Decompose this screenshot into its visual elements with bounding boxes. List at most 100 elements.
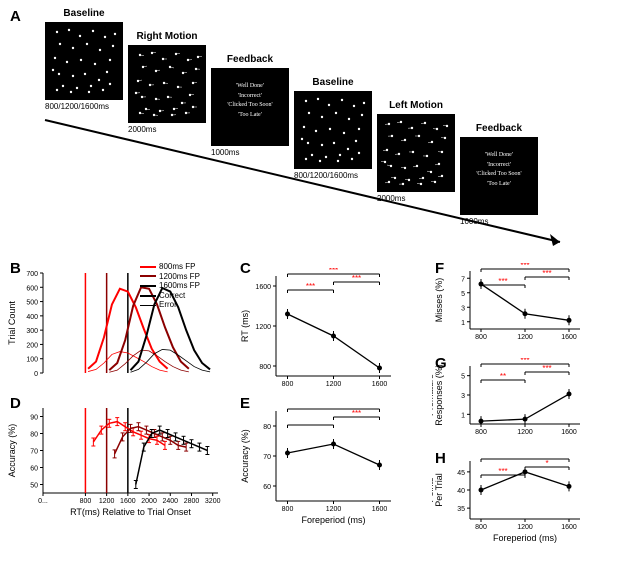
stim-box: 'Well Done''Incorrect''Clicked Too Soon'… <box>460 137 538 215</box>
svg-text:***: *** <box>542 364 551 373</box>
svg-text:1: 1 <box>461 320 465 327</box>
stim-caption: 1000ms <box>460 217 560 226</box>
svg-text:***: *** <box>498 467 507 476</box>
panel-b-legend: 800ms FP1200ms FP1600ms FPCorrectError <box>140 262 200 310</box>
svg-text:1: 1 <box>461 412 465 419</box>
svg-text:700: 700 <box>26 271 38 278</box>
svg-text:1200: 1200 <box>517 524 533 531</box>
svg-text:40: 40 <box>457 488 465 495</box>
svg-text:5: 5 <box>461 291 465 298</box>
svg-text:***: *** <box>329 268 338 275</box>
svg-text:***: *** <box>520 358 529 365</box>
svg-text:1200: 1200 <box>255 324 271 331</box>
stimulus-dots <box>45 22 123 100</box>
svg-text:800: 800 <box>282 506 294 513</box>
svg-text:80: 80 <box>263 424 271 431</box>
svg-text:***: *** <box>542 269 551 278</box>
svg-text:500: 500 <box>26 300 38 307</box>
panel-h-chart: 35404580012001600PointsPer TrialForeperi… <box>432 453 592 551</box>
svg-text:800: 800 <box>475 524 487 531</box>
svg-text:2000: 2000 <box>141 498 157 505</box>
stim-title: Feedback <box>459 123 539 134</box>
stim-title: Left Motion <box>376 100 456 111</box>
svg-text:80: 80 <box>30 432 38 439</box>
svg-text:1600: 1600 <box>561 524 577 531</box>
svg-text:1600: 1600 <box>561 334 577 341</box>
legend-item: Correct <box>140 291 200 301</box>
svg-text:3: 3 <box>461 393 465 400</box>
svg-text:1600: 1600 <box>372 506 388 513</box>
svg-text:800: 800 <box>259 364 271 371</box>
svg-text:Responses (%): Responses (%) <box>434 364 444 426</box>
panel-e-chart: 60708080012001600Accuracy (%)Foreperiod … <box>238 403 403 533</box>
svg-text:Foreperiod (ms): Foreperiod (ms) <box>493 533 557 543</box>
svg-text:1200: 1200 <box>517 429 533 436</box>
svg-text:800: 800 <box>80 498 92 505</box>
stim-title: Baseline <box>44 8 124 19</box>
svg-text:70: 70 <box>263 454 271 461</box>
svg-text:Trial Count: Trial Count <box>7 301 17 345</box>
stim-title: Baseline <box>293 77 373 88</box>
legend-item: Error <box>140 300 200 310</box>
panel-d-chart: 50607080900...80012001600200024002800320… <box>5 400 230 525</box>
svg-text:**: ** <box>500 372 506 381</box>
svg-text:RT (ms): RT (ms) <box>240 310 250 342</box>
svg-text:1200: 1200 <box>517 334 533 341</box>
svg-text:50: 50 <box>30 483 38 490</box>
panel-a-label: A <box>10 8 21 25</box>
svg-text:***: *** <box>498 277 507 286</box>
svg-text:Accuracy (%): Accuracy (%) <box>240 429 250 483</box>
svg-text:400: 400 <box>26 314 38 321</box>
stim-box <box>377 114 455 192</box>
svg-text:1600: 1600 <box>120 498 136 505</box>
svg-text:70: 70 <box>30 449 38 456</box>
legend-item: 1600ms FP <box>140 281 200 291</box>
svg-text:***: *** <box>520 263 529 270</box>
svg-text:1200: 1200 <box>99 498 115 505</box>
stim-title: Right Motion <box>127 31 207 42</box>
svg-text:800: 800 <box>475 429 487 436</box>
legend-item: 1200ms FP <box>140 272 200 282</box>
svg-text:7: 7 <box>461 276 465 283</box>
feedback-text: 'Well Done''Incorrect''Clicked Too Soon'… <box>211 68 289 120</box>
panel-c-chart: 8001200160080012001600RT (ms)********* <box>238 268 403 408</box>
svg-text:300: 300 <box>26 328 38 335</box>
stim-box <box>128 45 206 123</box>
panel-g-chart: 13580012001600PrematureResponses (%)****… <box>432 358 592 456</box>
svg-text:200: 200 <box>26 342 38 349</box>
stimulus-dots <box>377 114 455 192</box>
panel-f-chart: 1 3 5 7 800 1200 1600 Misses (%) *** *** *** <box>432 263 592 361</box>
svg-text:1600: 1600 <box>372 381 388 388</box>
stimulus-dots <box>128 45 206 123</box>
svg-text:3200: 3200 <box>205 498 221 505</box>
svg-text:100: 100 <box>26 357 38 364</box>
svg-text:Accuracy (%): Accuracy (%) <box>7 424 17 478</box>
svg-text:3: 3 <box>461 305 465 312</box>
svg-text:1600: 1600 <box>561 429 577 436</box>
legend-item: 800ms FP <box>140 262 200 272</box>
svg-text:800: 800 <box>475 334 487 341</box>
svg-text:60: 60 <box>30 466 38 473</box>
svg-text:Per Trial: Per Trial <box>434 473 444 507</box>
svg-text:35: 35 <box>457 506 465 513</box>
svg-text:Misses (%): Misses (%) <box>434 278 444 323</box>
svg-text:2400: 2400 <box>162 498 178 505</box>
svg-text:***: *** <box>352 409 361 418</box>
svg-text:90: 90 <box>30 415 38 422</box>
stim-box <box>294 91 372 169</box>
svg-text:800: 800 <box>282 381 294 388</box>
svg-text:1200: 1200 <box>326 506 342 513</box>
svg-text:600: 600 <box>26 285 38 292</box>
stim-box: 'Well Done''Incorrect''Clicked Too Soon'… <box>211 68 289 146</box>
svg-text:*: * <box>545 459 548 468</box>
stim-box <box>45 22 123 100</box>
stim-title: Feedback <box>210 54 290 65</box>
svg-text:2800: 2800 <box>184 498 200 505</box>
svg-text:5: 5 <box>461 374 465 381</box>
svg-text:Foreperiod (ms): Foreperiod (ms) <box>301 515 365 525</box>
svg-text:1200: 1200 <box>326 381 342 388</box>
svg-text:0: 0 <box>34 371 38 378</box>
svg-text:1600: 1600 <box>255 284 271 291</box>
svg-text:45: 45 <box>457 470 465 477</box>
svg-text:***: *** <box>352 274 361 283</box>
